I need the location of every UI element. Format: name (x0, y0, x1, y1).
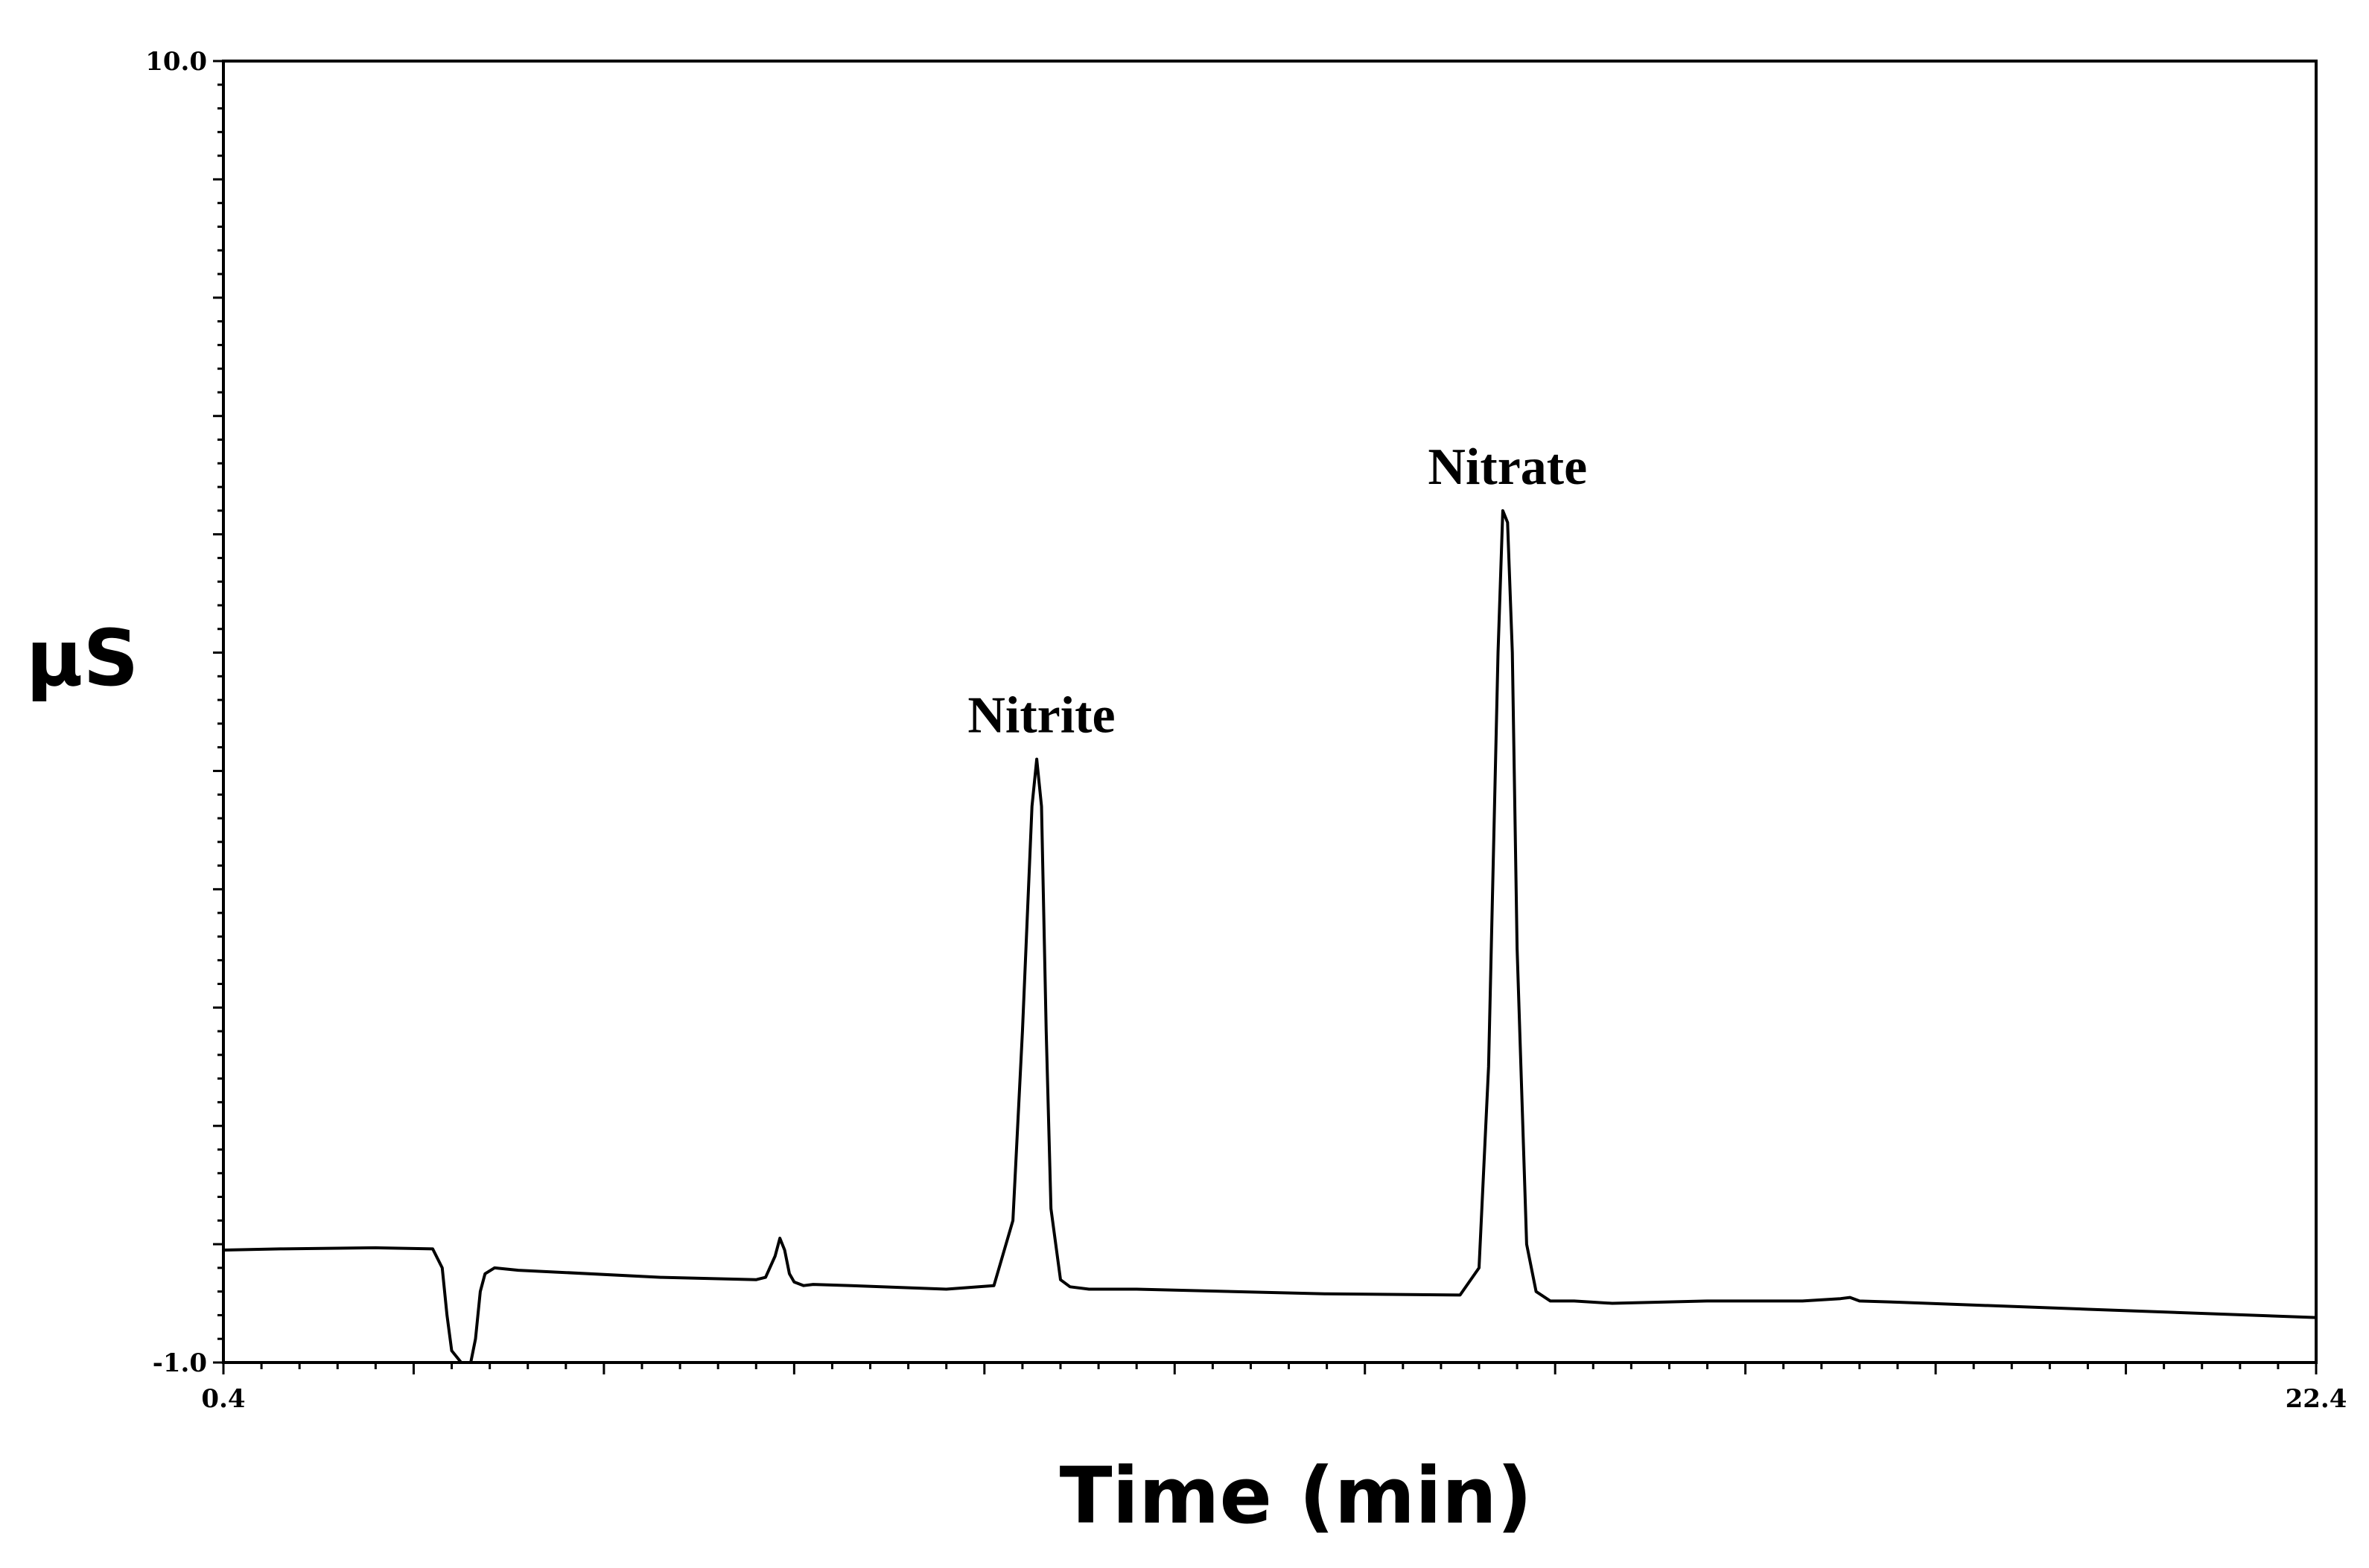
y-tick-label-min: -1.0 (153, 1348, 207, 1378)
x-tick-label-min: 0.4 (201, 1384, 245, 1414)
x-axis-minor-ticks (222, 1363, 2318, 1374)
peak-label-nitrate: Nitrate (1428, 439, 1587, 496)
x-tick-label-max: 22.4 (2286, 1384, 2347, 1414)
x-axis-title: Time (min) (1060, 1450, 1533, 1541)
peak-label-nitrite: Nitrite (967, 687, 1115, 745)
series-line (223, 509, 2317, 1364)
y-axis-minor-ticks (213, 60, 223, 1364)
plot-frame (222, 60, 2318, 1364)
y-axis-title: µS (26, 613, 139, 704)
y-tick-label-max: 10.0 (145, 47, 207, 77)
